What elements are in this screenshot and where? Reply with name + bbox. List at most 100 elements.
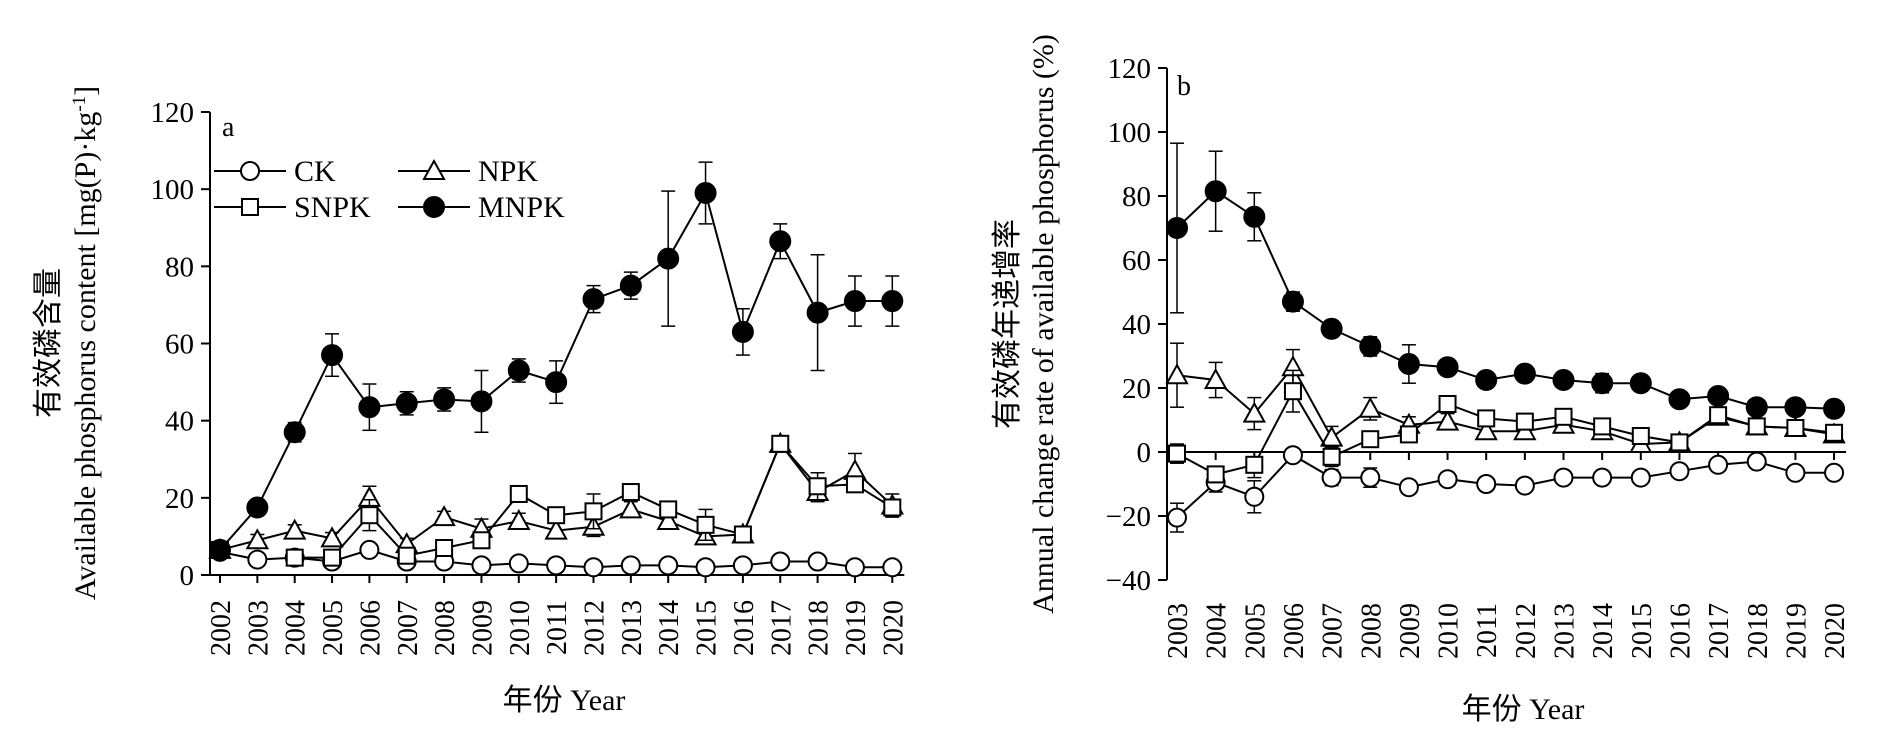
y-axis-title-en: Available phosphorus content [mg(P)·kg-1… xyxy=(69,86,103,600)
data-point-mnpk xyxy=(321,344,344,367)
data-point-snpk xyxy=(1670,433,1689,452)
series-line-snpk xyxy=(1176,389,1835,476)
data-point-mnpk xyxy=(769,230,792,253)
x-tick-label: 2003 xyxy=(243,600,274,656)
data-point-mnpk xyxy=(1745,396,1768,419)
y-tick-label: −20 xyxy=(1106,501,1151,533)
y-tick-label: 100 xyxy=(1108,117,1152,149)
data-point-ck xyxy=(1592,467,1613,488)
y-tick-label: 20 xyxy=(165,483,194,515)
data-point-mnpk xyxy=(1166,217,1188,239)
data-point-ck xyxy=(844,557,865,578)
x-axis-title: 年份 Year xyxy=(503,684,626,717)
y-axis-title-en: Annual change rate of available phosphor… xyxy=(1027,34,1060,614)
y-tick-label: 0 xyxy=(1137,437,1152,469)
y-tick-label: 60 xyxy=(165,329,194,361)
data-point-snpk xyxy=(1747,417,1766,436)
x-tick-label: 2018 xyxy=(1743,603,1774,659)
y-axis-title-text: Available phosphorus content [mg(P)·kg xyxy=(69,112,102,601)
y-tick-label: 40 xyxy=(1122,309,1151,341)
data-point-npk xyxy=(245,528,270,550)
data-point-mnpk xyxy=(1784,396,1807,419)
x-tick-label: 2009 xyxy=(1395,603,1426,659)
data-point-ck xyxy=(620,555,641,576)
y-axis-title-end: ] xyxy=(69,86,102,96)
data-point-ck xyxy=(1708,454,1729,475)
data-point-snpk xyxy=(1245,455,1264,474)
data-point-snpk xyxy=(1554,407,1573,426)
data-point-ck xyxy=(508,553,529,574)
data-point-snpk xyxy=(696,515,715,534)
data-point-mnpk xyxy=(246,496,269,519)
data-point-snpk xyxy=(1361,430,1380,449)
data-point-ck xyxy=(1630,467,1651,488)
legend-marker-ck xyxy=(240,161,260,181)
legend: CK NPK SNPK MNPK xyxy=(214,155,565,224)
data-point-snpk xyxy=(1477,409,1496,428)
y-tick-label: −40 xyxy=(1106,565,1151,597)
x-tick-label: 2007 xyxy=(1318,603,1349,659)
legend-label-mnpk: MNPK xyxy=(478,191,565,224)
x-tick-label: 2015 xyxy=(1627,603,1658,659)
data-point-mnpk xyxy=(1668,388,1691,411)
data-point-mnpk xyxy=(1436,356,1459,379)
data-point-snpk xyxy=(397,546,416,565)
series-snpk xyxy=(1168,369,1844,484)
data-point-npk xyxy=(656,508,680,530)
data-point-snpk xyxy=(771,434,790,453)
data-point-ck xyxy=(658,555,679,576)
data-point-ck xyxy=(1398,477,1419,498)
data-point-snpk xyxy=(1786,419,1805,437)
data-point-ck xyxy=(770,551,791,572)
panel-label: b xyxy=(1177,71,1191,102)
series-line-npk xyxy=(1176,365,1835,446)
x-tick-label: 2012 xyxy=(580,600,611,656)
x-tick-label: 2002 xyxy=(206,600,237,656)
data-point-mnpk xyxy=(1397,353,1420,375)
series-ck xyxy=(1167,445,1845,533)
x-tick-label: 2013 xyxy=(1550,603,1581,659)
x-tick-label: 2006 xyxy=(1279,603,1310,659)
data-point-mnpk xyxy=(283,421,306,444)
series-line-mnpk xyxy=(1176,189,1835,410)
data-point-snpk xyxy=(621,483,640,502)
data-point-snpk xyxy=(323,548,342,567)
legend-label-snpk: SNPK xyxy=(294,191,371,224)
data-point-mnpk xyxy=(1823,397,1846,420)
x-tick-label: 2009 xyxy=(467,600,498,656)
data-point-snpk xyxy=(733,525,752,544)
data-point-mnpk xyxy=(881,290,904,313)
x-tick-label: 2010 xyxy=(1434,603,1465,659)
data-point-snpk xyxy=(883,498,902,517)
data-point-ck xyxy=(583,557,604,578)
data-point-mnpk xyxy=(694,182,717,205)
x-tick-label: 2016 xyxy=(729,600,760,656)
data-point-snpk xyxy=(509,484,528,503)
data-point-ck xyxy=(1167,507,1187,528)
data-point-snpk xyxy=(1825,423,1844,442)
x-tick-label: 2019 xyxy=(841,600,872,656)
x-tick-label: 2015 xyxy=(692,600,723,656)
data-point-ck xyxy=(695,557,716,578)
data-point-snpk xyxy=(1206,465,1225,484)
series-npk xyxy=(208,431,904,559)
data-point-mnpk xyxy=(1707,385,1730,407)
x-tick-label: 2004 xyxy=(1202,603,1233,659)
data-point-snpk xyxy=(472,531,491,550)
data-point-ck xyxy=(546,555,567,576)
data-point-mnpk xyxy=(358,396,381,419)
x-tick-label: 2020 xyxy=(878,600,909,656)
data-point-ck xyxy=(1746,451,1767,472)
x-tick-label: 2017 xyxy=(766,600,797,656)
data-point-mnpk xyxy=(507,359,530,382)
data-point-mnpk xyxy=(582,288,605,311)
data-point-npk xyxy=(1474,419,1498,441)
data-point-mnpk xyxy=(1204,180,1227,203)
series-line-ck xyxy=(1176,453,1835,519)
x-tick-label: 2013 xyxy=(617,600,648,656)
y-tick-label: 20 xyxy=(1122,373,1151,405)
data-point-ck xyxy=(247,549,268,570)
data-point-npk xyxy=(1319,425,1344,447)
data-point-npk xyxy=(1358,396,1382,418)
